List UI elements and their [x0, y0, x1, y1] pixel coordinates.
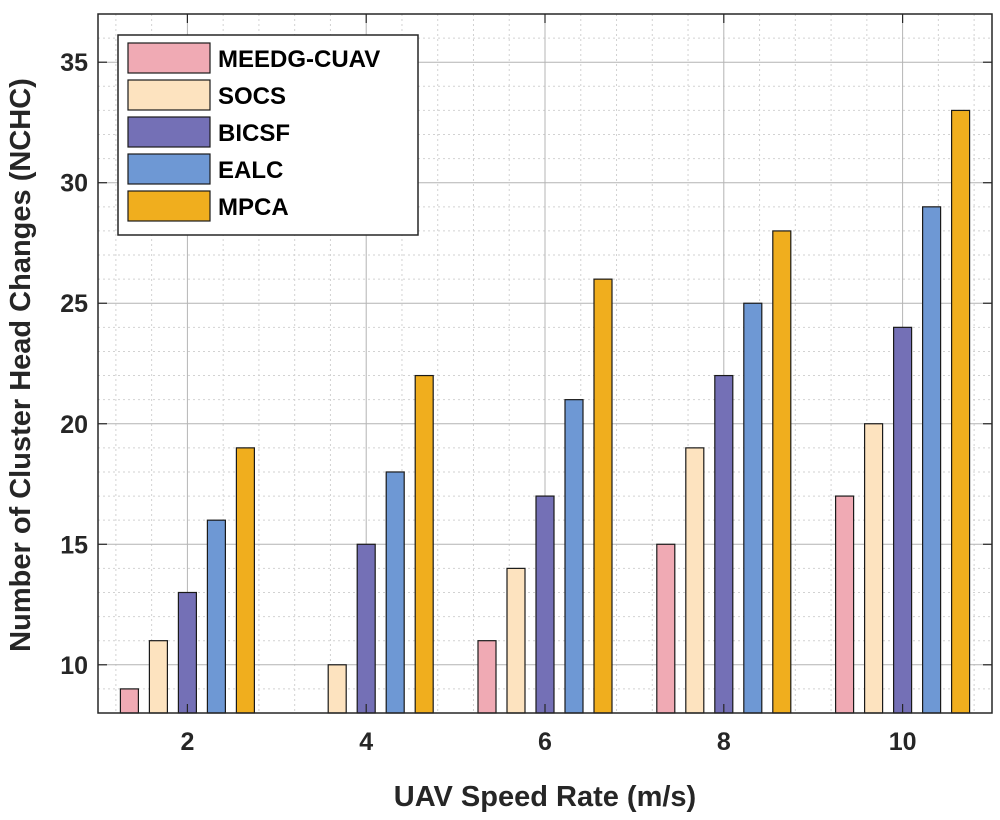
x-tick-label: 6	[538, 728, 552, 756]
bar-socs-4	[327, 664, 347, 714]
bar-bicsf-8	[714, 374, 734, 714]
y-tick-label: 20	[60, 411, 88, 439]
bar-ealc-6	[564, 399, 584, 714]
bar-bicsf-6	[535, 495, 555, 714]
ticks: 10 15 20 25 30 35 2 4 6 8 10	[60, 14, 992, 756]
bar-socs-2	[148, 640, 168, 714]
bar-mpca-10	[950, 109, 971, 714]
bar-ealc-10	[921, 206, 942, 714]
bar-ealc-2	[206, 519, 226, 714]
legend-label-ealc: EALC	[218, 157, 283, 184]
y-axis-title: Number of Cluster Head Changes (NCHC)	[5, 78, 37, 652]
legend-swatch-socs	[127, 79, 211, 111]
bar-bicsf-4	[356, 543, 376, 714]
legend-swatch-meedg-cuav	[127, 42, 211, 74]
y-tick-label: 10	[60, 652, 88, 680]
bar-mpca-2	[235, 447, 255, 714]
bar-ealc-8	[743, 302, 763, 714]
y-tick-label: 15	[60, 531, 88, 559]
bars	[119, 109, 971, 714]
bar-socs-6	[506, 567, 526, 714]
y-tick-label: 30	[60, 170, 88, 198]
bar-mpca-6	[593, 278, 613, 714]
x-tick-label: 8	[717, 728, 731, 756]
x-tick-label: 4	[359, 728, 373, 756]
bar-mpca-8	[772, 230, 792, 714]
x-tick-label: 2	[180, 728, 194, 756]
bar-meedg-cuav-2	[119, 688, 140, 714]
bar-ealc-4	[385, 471, 405, 714]
bar-meedg-cuav-6	[477, 640, 497, 714]
bar-bicsf-10	[892, 326, 913, 714]
x-axis-title: UAV Speed Rate (m/s)	[394, 781, 696, 813]
legend-label-meedg-cuav: MEEDG-CUAV	[218, 46, 380, 73]
bar-bicsf-2	[177, 591, 197, 714]
legend: MEEDG-CUAV SOCS BICSF EALC MPCA	[117, 34, 419, 236]
bar-socs-10	[863, 423, 884, 714]
bar-meedg-cuav-10	[834, 495, 855, 714]
legend-label-mpca: MPCA	[218, 194, 289, 221]
legend-label-socs: SOCS	[218, 83, 286, 110]
y-tick-label: 25	[60, 290, 88, 318]
bar-socs-8	[685, 447, 705, 714]
legend-swatch-ealc	[127, 153, 211, 185]
legend-swatch-bicsf	[127, 116, 211, 148]
x-tick-label: 10	[889, 728, 917, 756]
legend-swatch-mpca	[127, 190, 211, 222]
legend-label-bicsf: BICSF	[218, 120, 290, 147]
bar-mpca-4	[414, 374, 434, 714]
y-tick-label: 35	[60, 49, 88, 77]
bar-meedg-cuav-8	[656, 543, 676, 714]
